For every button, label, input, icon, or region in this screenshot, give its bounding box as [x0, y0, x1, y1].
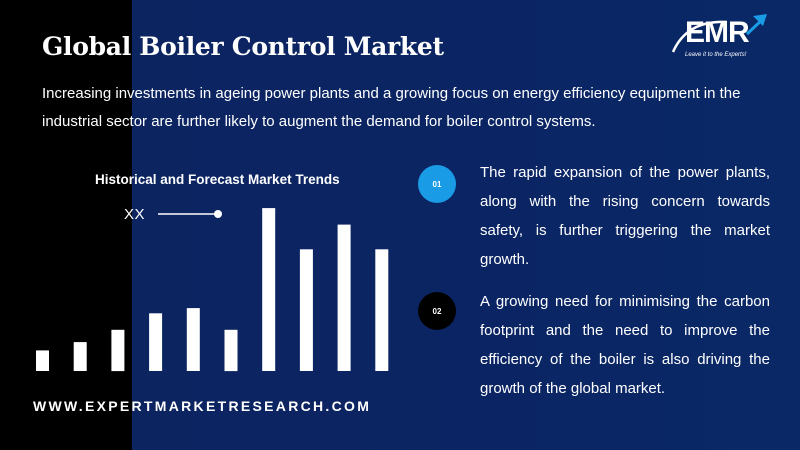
- chart-bar-6: [224, 329, 238, 372]
- point-badge-01: 01: [418, 165, 456, 203]
- chart-bar-9: [337, 224, 351, 371]
- chart-bar-4: [149, 313, 163, 371]
- background-panel: [132, 0, 800, 450]
- point-badge-02: 02: [418, 292, 456, 330]
- page-title: Global Boiler Control Market: [42, 32, 444, 61]
- emr-logo: EMR Leave it to the Experts!: [667, 12, 777, 64]
- legend-label: XX: [124, 206, 146, 223]
- intro-text: Increasing investments in ageing power p…: [42, 85, 741, 130]
- chart-title: Historical and Forecast Market Trends: [95, 172, 340, 187]
- chart-bar-10: [375, 249, 389, 371]
- chart-bar-3: [111, 329, 125, 372]
- point-text-02: A growing need for minimising the carbon…: [480, 293, 770, 397]
- chart-bar-1: [36, 350, 49, 371]
- chart-bar-2: [73, 342, 87, 371]
- logo-tagline: Leave it to the Experts!: [685, 52, 747, 58]
- left-black-panel: [0, 0, 132, 450]
- logo-swoosh-icon: [671, 14, 767, 53]
- legend-marker: [214, 210, 222, 218]
- bar-chart: [36, 208, 389, 372]
- chart-bar-5: [186, 308, 200, 371]
- logo-text: EMR: [685, 16, 750, 49]
- chart-bar-7: [262, 208, 276, 371]
- website-url: WWW.EXPERTMARKETRESEARCH.COM: [33, 398, 372, 414]
- point-text-01: The rapid expansion of the power plants,…: [480, 164, 770, 268]
- chart-bar-8: [299, 249, 313, 371]
